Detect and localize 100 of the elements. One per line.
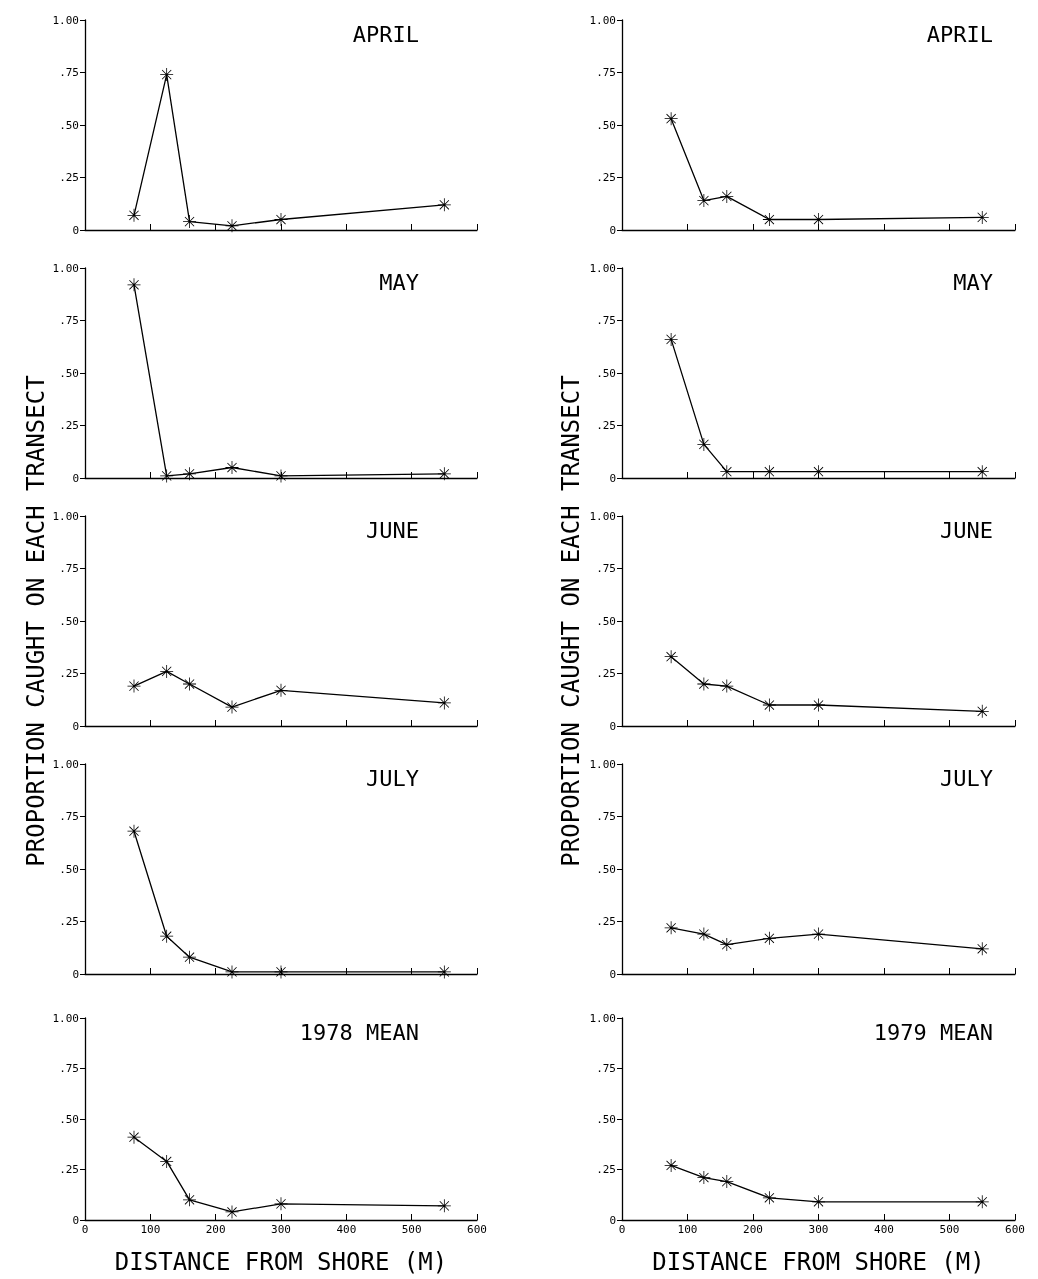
- y-axis-title: PROPORTION CAUGHT ON EACH TRANSECT: [22, 375, 50, 867]
- point: [160, 1154, 174, 1168]
- y-tick-label: 0: [609, 719, 616, 733]
- point: [437, 467, 451, 481]
- x-tick-label: 500: [401, 1223, 422, 1236]
- point: [697, 437, 711, 451]
- point: [664, 921, 678, 935]
- point: [183, 677, 197, 691]
- point: [720, 465, 734, 479]
- y-tick-label: .75: [59, 1062, 79, 1075]
- point: [812, 1195, 825, 1209]
- point: [975, 942, 989, 956]
- x-tick-label: 600: [467, 1223, 487, 1236]
- y-tick-label: 0: [609, 967, 616, 981]
- chart-title: JUNE: [366, 517, 419, 543]
- y-tick-label: .25: [596, 915, 616, 928]
- y-tick-label: .75: [59, 810, 79, 823]
- point: [183, 950, 197, 964]
- x-tick-label: 0: [618, 1223, 626, 1236]
- x-tick-label: 500: [939, 1223, 960, 1236]
- y-tick-label: 1.00: [52, 509, 79, 523]
- y-tick-label: .50: [596, 862, 616, 876]
- y-tick-label: 1.00: [52, 261, 79, 275]
- x-tick-label: 200: [743, 1223, 763, 1236]
- chart-title: JUNE: [940, 517, 993, 543]
- y-tick-label: .25: [59, 171, 79, 184]
- x-tick-label: 400: [336, 1223, 357, 1236]
- point: [697, 194, 711, 208]
- point: [975, 210, 989, 224]
- point: [160, 68, 174, 82]
- point: [975, 1195, 989, 1209]
- point: [664, 332, 678, 346]
- y-tick-label: .25: [59, 419, 79, 432]
- y-tick-label: .25: [59, 915, 79, 928]
- point: [975, 465, 989, 479]
- y-tick-label: .25: [59, 667, 79, 680]
- y-tick-label: .50: [596, 118, 616, 132]
- x-tick-label: 300: [808, 1223, 829, 1236]
- y-tick-label: .50: [596, 1112, 616, 1126]
- y-axis-title: PROPORTION CAUGHT ON EACH TRANSECT: [557, 375, 585, 867]
- chart-title: APRIL: [926, 21, 994, 47]
- y-tick-label: 1.00: [52, 1011, 79, 1025]
- y-tick-label: .50: [596, 366, 616, 380]
- chart-title: 1978 MEAN: [299, 1019, 420, 1045]
- point: [762, 213, 776, 226]
- point: [762, 931, 776, 945]
- point: [225, 461, 239, 474]
- point: [975, 704, 989, 718]
- x-axis-title: DISTANCE FROM SHORE (M): [114, 1248, 448, 1276]
- y-tick-label: .75: [59, 314, 79, 327]
- y-tick-label: 0: [72, 471, 79, 485]
- point: [183, 467, 197, 481]
- y-tick-label: 0: [609, 471, 616, 485]
- point: [437, 1199, 451, 1213]
- x-tick-label: 0: [81, 1223, 89, 1236]
- y-tick-label: .50: [59, 366, 79, 380]
- x-tick-label: 600: [1005, 1223, 1025, 1236]
- point: [160, 929, 174, 943]
- y-tick-label: 0: [72, 223, 79, 237]
- y-tick-label: .50: [59, 862, 79, 876]
- y-tick-label: .25: [59, 1163, 79, 1176]
- chart-title: 1979 MEAN: [873, 1019, 994, 1045]
- point: [437, 198, 451, 212]
- point: [762, 1191, 776, 1205]
- point: [720, 1175, 734, 1189]
- chart-title: MAY: [953, 269, 994, 295]
- x-axis-title: DISTANCE FROM SHORE (M): [652, 1248, 985, 1276]
- chart-title: MAY: [379, 269, 420, 295]
- x-tick-label: 100: [677, 1223, 698, 1236]
- point: [812, 213, 825, 226]
- y-tick-label: .25: [596, 419, 616, 432]
- y-tick-label: .75: [596, 562, 616, 575]
- y-tick-label: 0: [609, 1213, 616, 1227]
- chart-title: JULY: [940, 765, 993, 791]
- y-tick-label: .50: [59, 614, 79, 628]
- point: [160, 664, 174, 678]
- y-tick-label: .50: [59, 118, 79, 132]
- y-tick-label: 1.00: [52, 757, 79, 771]
- y-tick-label: 0: [72, 967, 79, 981]
- y-tick-label: .75: [59, 66, 79, 79]
- point: [762, 465, 776, 479]
- x-tick-label: 300: [271, 1223, 291, 1236]
- y-tick-label: 1.00: [589, 1011, 616, 1025]
- point: [664, 650, 678, 664]
- chart-title: APRIL: [352, 21, 420, 47]
- y-tick-label: .75: [596, 1062, 616, 1075]
- y-tick-label: 1.00: [589, 757, 616, 771]
- point: [812, 698, 825, 712]
- point: [664, 1158, 678, 1172]
- chart-title: JULY: [366, 765, 419, 791]
- y-tick-label: 0: [72, 1213, 79, 1227]
- point: [720, 938, 734, 952]
- point: [183, 215, 197, 229]
- point: [697, 1171, 711, 1185]
- x-tick-label: 400: [874, 1223, 894, 1236]
- y-tick-label: 1.00: [589, 261, 616, 275]
- y-tick-label: .50: [596, 614, 616, 628]
- x-tick-label: 100: [140, 1223, 161, 1236]
- y-tick-label: .50: [59, 1112, 79, 1126]
- y-tick-label: .25: [596, 171, 616, 184]
